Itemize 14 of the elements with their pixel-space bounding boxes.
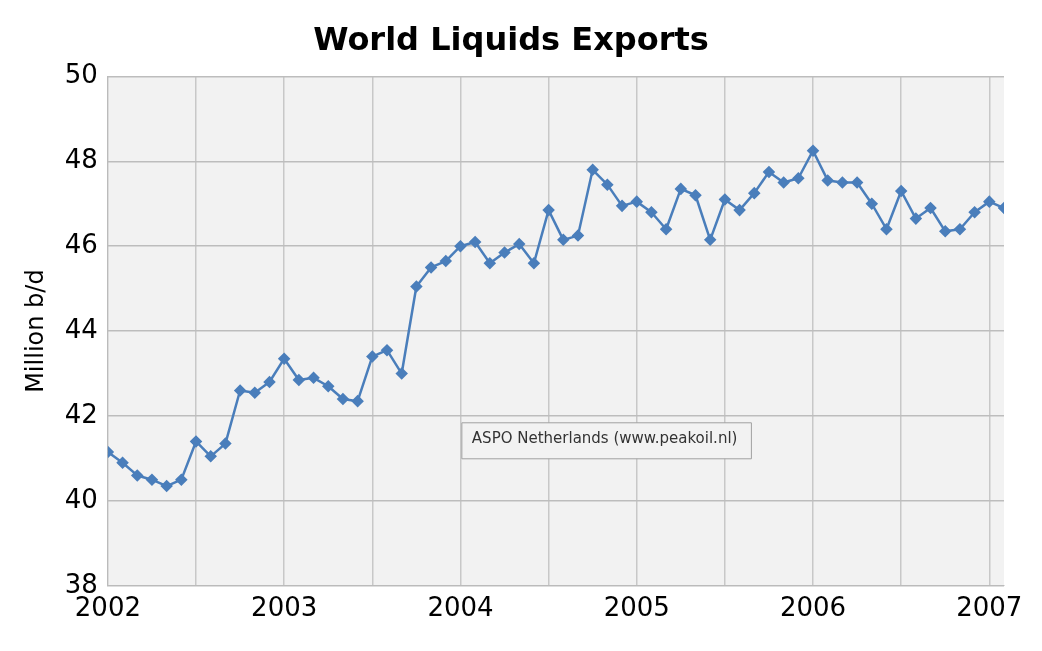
x-tick-label: 2003 bbox=[251, 592, 318, 623]
x-tick-label: 2007 bbox=[956, 592, 1023, 623]
y-tick-label: 40 bbox=[64, 483, 98, 514]
x-tick-label: 2004 bbox=[427, 592, 494, 623]
y-tick-label: 46 bbox=[64, 228, 98, 259]
y-tick-label: 42 bbox=[64, 398, 98, 429]
y-tick-label: 44 bbox=[64, 313, 98, 344]
y-tick-label: 50 bbox=[64, 59, 98, 90]
x-tick-label: 2005 bbox=[603, 592, 670, 623]
chart-title: World Liquids Exports bbox=[313, 19, 709, 58]
y-tick-label: 48 bbox=[64, 144, 98, 175]
annotation: ASPO Netherlands (www.peakoil.nl) bbox=[471, 429, 738, 448]
x-tick-label: 2006 bbox=[779, 592, 847, 623]
y-axis-title: Million b/d bbox=[20, 269, 49, 393]
